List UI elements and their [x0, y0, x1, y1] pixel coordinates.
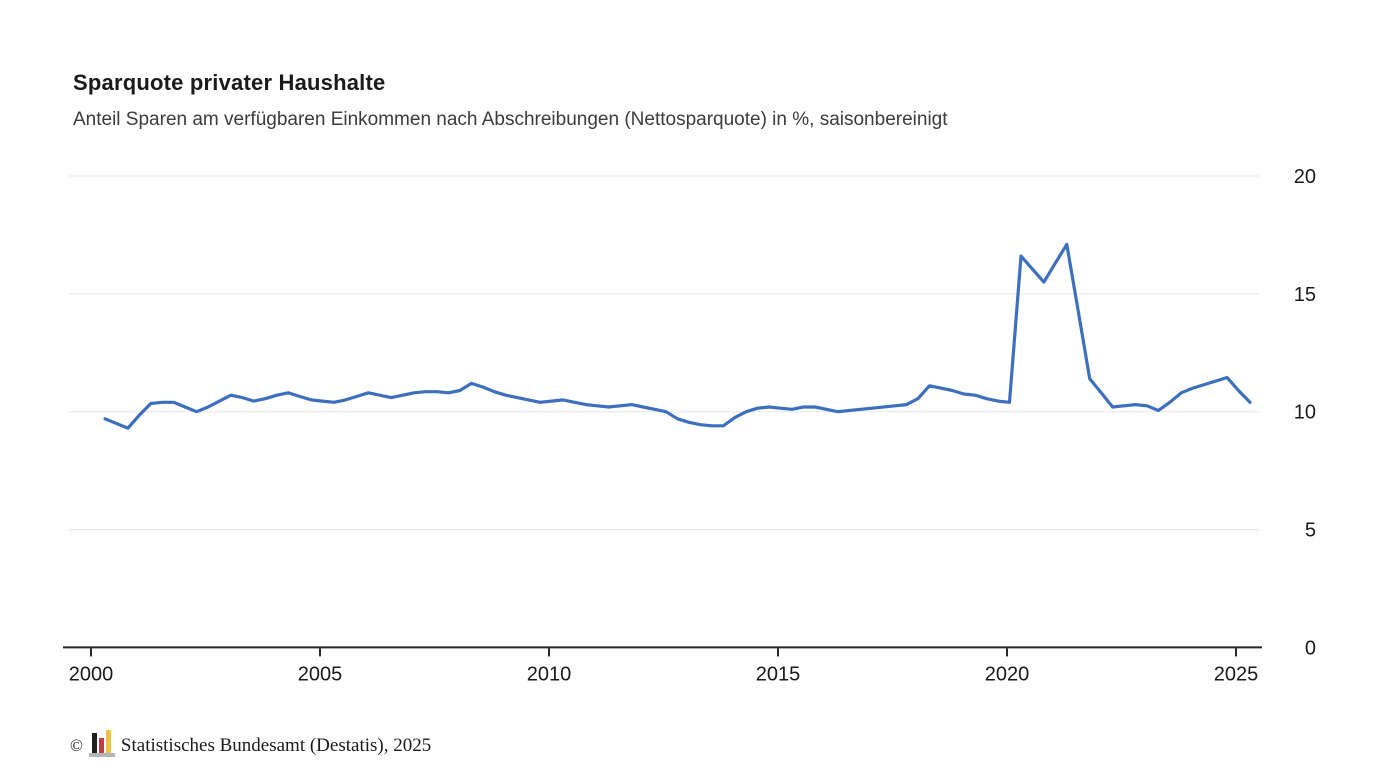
x-tick-label: 2015 [756, 663, 801, 685]
x-tick-label: 2010 [527, 663, 572, 685]
savings-rate-line [103, 242, 1252, 430]
x-tick-label: 2025 [1214, 663, 1259, 685]
chart-subtitle: Anteil Sparen am verfügbaren Einkommen n… [73, 109, 948, 130]
x-axis [63, 646, 1262, 657]
y-tick-label: 20 [1294, 166, 1316, 188]
logo-bar-red [98, 738, 104, 753]
copyright-symbol: © [70, 736, 83, 755]
y-tick-label: 10 [1294, 402, 1316, 424]
x-tick-label: 2020 [985, 663, 1030, 685]
chart-title: Sparquote privater Haushalte [73, 70, 386, 95]
y-tick-label: 15 [1294, 284, 1316, 306]
y-tick-label: 0 [1305, 637, 1316, 659]
y-tick-label: 5 [1305, 520, 1316, 542]
gridlines [68, 175, 1260, 531]
logo-base [88, 753, 115, 757]
source-text: Statistisches Bundesamt (Destatis), 2025 [120, 735, 432, 756]
y-axis-labels: 0 5 10 15 20 [1294, 166, 1316, 659]
logo-bar-black [91, 733, 97, 753]
destatis-logo-icon [88, 729, 115, 757]
x-tick-label: 2005 [298, 663, 343, 685]
x-axis-labels: 2000 2005 2010 2015 2020 2025 [69, 663, 1259, 685]
x-tick-label: 2000 [69, 663, 114, 685]
source-line: © Statistisches Bundesamt (Destatis), 20… [70, 729, 431, 757]
logo-bar-gold [105, 730, 111, 753]
